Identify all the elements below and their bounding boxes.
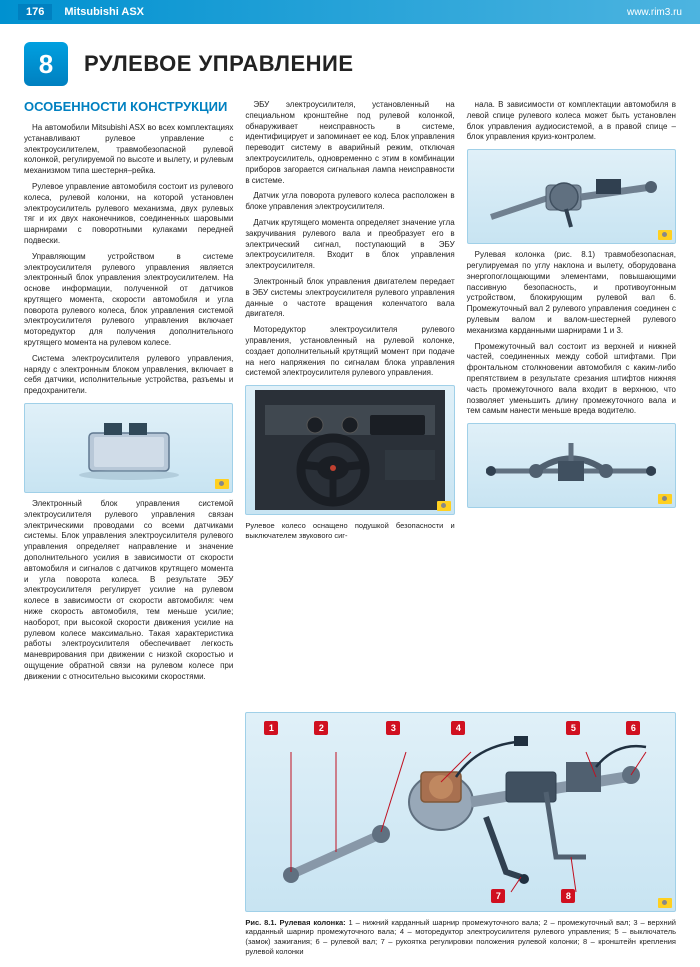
diagram-label-7: 7 bbox=[491, 889, 505, 903]
main-diagram: 1 2 3 4 5 6 7 8 Рис. 8.1. Рулевая колонк… bbox=[245, 706, 676, 957]
diagram-label-1: 1 bbox=[264, 721, 278, 735]
camera-icon bbox=[658, 898, 672, 908]
diagram-label-3: 3 bbox=[386, 721, 400, 735]
paragraph: Рулевая колонка (рис. 8.1) травмобезопас… bbox=[467, 250, 676, 336]
camera-icon bbox=[658, 494, 672, 504]
camera-icon bbox=[658, 230, 672, 240]
paragraph: нала. В зависимости от комплектации авто… bbox=[467, 100, 676, 143]
paragraph: ЭБУ электроусилителя, установленный на с… bbox=[245, 100, 454, 186]
car-model-name: Mitsubishi ASX bbox=[64, 6, 627, 18]
page-number: 176 bbox=[18, 4, 52, 20]
paragraph: Электронный блок управления системой эле… bbox=[24, 499, 233, 683]
text-columns: ОСОБЕННОСТИ КОНСТРУКЦИИ На автомобили Mi… bbox=[24, 100, 676, 957]
site-url: www.rim3.ru bbox=[627, 7, 682, 18]
figure-steering-wheel-interior bbox=[245, 385, 454, 515]
figure-steering-column-small bbox=[467, 149, 676, 244]
diagram-caption: Рис. 8.1. Рулевая колонка: 1 – нижний ка… bbox=[245, 918, 676, 957]
figure-steering-rack bbox=[467, 423, 676, 508]
camera-icon bbox=[215, 479, 229, 489]
section-title: ОСОБЕННОСТИ КОНСТРУКЦИИ bbox=[24, 100, 233, 115]
camera-icon bbox=[437, 501, 451, 511]
figure-ecu-module bbox=[24, 403, 233, 493]
paragraph: На автомобили Mitsubishi ASX во всех ком… bbox=[24, 123, 233, 177]
page-content: 8 РУЛЕВОЕ УПРАВЛЕНИЕ ОСОБЕННОСТИ КОНСТРУ… bbox=[0, 24, 700, 967]
column-3: нала. В зависимости от комплектации авто… bbox=[467, 100, 676, 688]
diagram-label-4: 4 bbox=[451, 721, 465, 735]
paragraph: Датчик угла поворота рулевого колеса рас… bbox=[245, 191, 454, 213]
chapter-number-badge: 8 bbox=[24, 42, 68, 86]
caption-bold: Рис. 8.1. Рулевая колонка: bbox=[245, 918, 345, 927]
paragraph: Электронный блок управления двигателем п… bbox=[245, 277, 454, 320]
diagram-label-8: 8 bbox=[561, 889, 575, 903]
figure-caption: Рулевое колесо оснащено подушкой безопас… bbox=[245, 521, 454, 541]
diagram-label-5: 5 bbox=[566, 721, 580, 735]
column-2: ЭБУ электроусилителя, установленный на с… bbox=[245, 100, 454, 688]
diagram-label-6: 6 bbox=[626, 721, 640, 735]
paragraph: Рулевое управление автомобиля состоит из… bbox=[24, 182, 233, 247]
column-1: ОСОБЕННОСТИ КОНСТРУКЦИИ На автомобили Mi… bbox=[24, 100, 233, 688]
paragraph: Моторедуктор электроусилителя рулевого у… bbox=[245, 325, 454, 379]
paragraph: Управляющим устройством в системе электр… bbox=[24, 252, 233, 349]
chapter-title-row: 8 РУЛЕВОЕ УПРАВЛЕНИЕ bbox=[24, 42, 676, 86]
diagram-label-2: 2 bbox=[314, 721, 328, 735]
chapter-title: РУЛЕВОЕ УПРАВЛЕНИЕ bbox=[84, 51, 354, 77]
paragraph: Датчик крутящего момента определяет знач… bbox=[245, 218, 454, 272]
paragraph: Промежуточный вал состоит из верхней и н… bbox=[467, 342, 676, 418]
figure-steering-column-diagram: 1 2 3 4 5 6 7 8 bbox=[245, 712, 676, 912]
page-header: 176 Mitsubishi ASX www.rim3.ru bbox=[0, 0, 700, 24]
paragraph: Система электроусилителя рулевого управл… bbox=[24, 354, 233, 397]
